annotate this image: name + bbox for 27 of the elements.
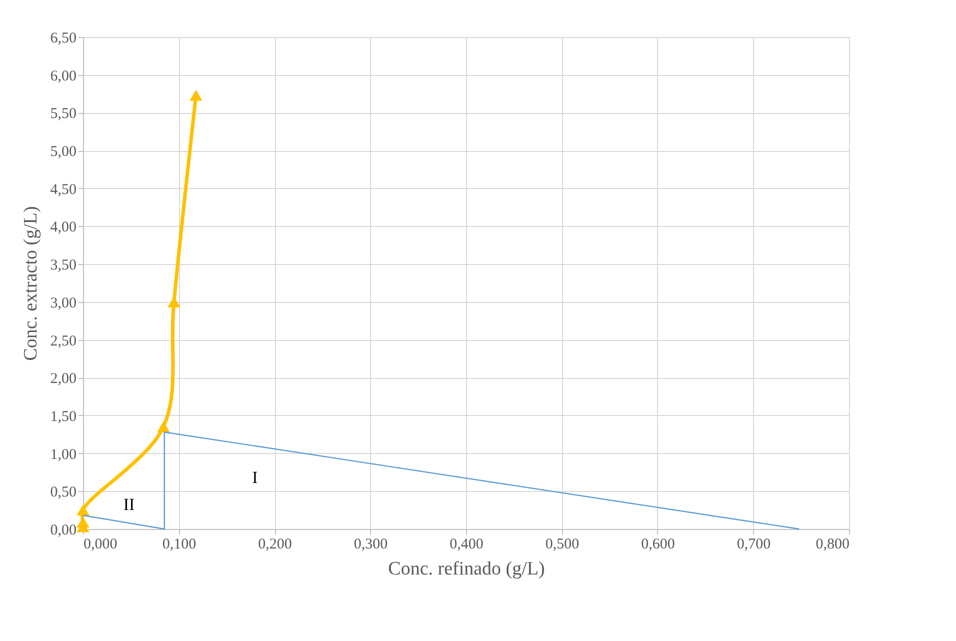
y-tick-label: 2,00 bbox=[50, 371, 76, 388]
y-tick-label: 6,50 bbox=[50, 30, 76, 46]
y-tick-label: 1,50 bbox=[50, 408, 76, 425]
x-tick-label: 0,400 bbox=[450, 536, 484, 552]
y-tick-label: 4,50 bbox=[50, 182, 76, 198]
y-tick-label: 4,00 bbox=[50, 220, 76, 236]
x-axis-title: Conc. refinado (g/L) bbox=[388, 558, 545, 580]
y-tick-label: 6,00 bbox=[50, 68, 76, 84]
x-tick-label: 0,700 bbox=[736, 536, 771, 552]
x-tick-label: 0,200 bbox=[258, 536, 292, 552]
x-tick-label: 0,300 bbox=[354, 536, 388, 552]
y-tick-label: 3,00 bbox=[50, 295, 76, 312]
y-tick-label: 2,50 bbox=[50, 333, 76, 350]
y-tick-label: 3,50 bbox=[50, 258, 76, 274]
x-tick-label: 0,800 bbox=[816, 536, 850, 552]
x-tick-label: 0,000 bbox=[84, 536, 118, 552]
y-tick-label: 5,00 bbox=[50, 144, 76, 160]
x-tick-label: 0,100 bbox=[162, 536, 196, 552]
x-tick-label: 0,600 bbox=[641, 536, 675, 552]
x-tick-label: 0,500 bbox=[545, 536, 580, 552]
y-tick-label: 5,50 bbox=[50, 106, 76, 122]
annotation: II bbox=[123, 495, 135, 514]
y-tick-label: 1,00 bbox=[50, 446, 76, 463]
annotation: I bbox=[252, 468, 258, 487]
y-axis-title: Conc. extracto (g/L) bbox=[20, 206, 42, 361]
y-tick-label: 0,00 bbox=[50, 522, 76, 538]
y-tick-label: 0,50 bbox=[50, 484, 76, 501]
